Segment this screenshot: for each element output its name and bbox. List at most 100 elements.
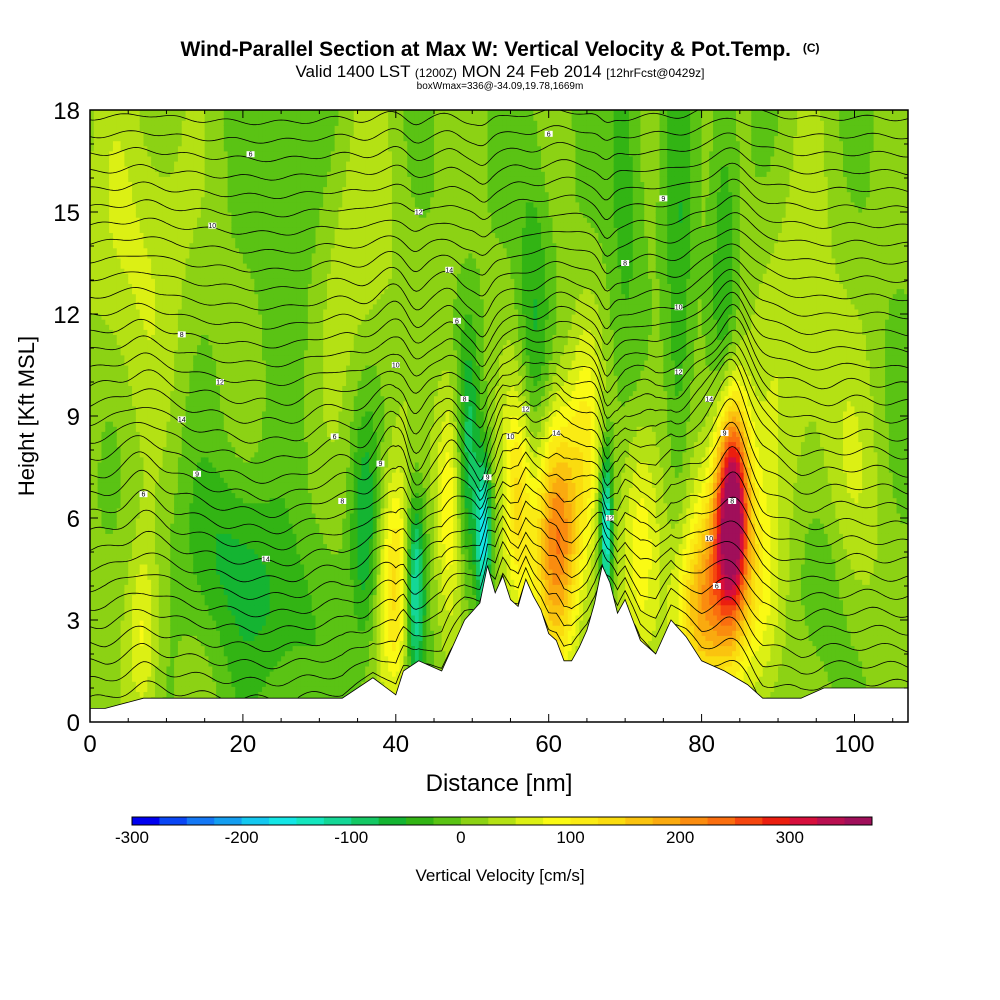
w-cell — [94, 528, 98, 534]
w-cell — [98, 523, 102, 529]
w-cell — [109, 666, 113, 672]
w-cell — [105, 130, 109, 136]
w-cell — [109, 263, 113, 269]
w-cell — [121, 161, 125, 167]
w-cell — [98, 207, 102, 213]
w-cell — [144, 518, 148, 524]
w-cell — [101, 146, 105, 152]
w-cell — [121, 319, 125, 325]
w-cell — [117, 258, 121, 264]
w-cell — [124, 681, 128, 687]
w-cell — [101, 702, 105, 708]
w-cell — [109, 283, 113, 289]
w-cell — [101, 431, 105, 437]
w-cell — [113, 115, 117, 121]
w-cell — [101, 447, 105, 453]
w-cell — [144, 151, 148, 157]
w-cell — [124, 411, 128, 417]
w-cell — [113, 436, 117, 442]
w-cell — [132, 508, 136, 514]
w-cell — [105, 605, 109, 611]
w-cell — [117, 161, 121, 167]
w-cell — [124, 472, 128, 478]
w-cell — [109, 166, 113, 172]
w-cell — [121, 544, 125, 550]
w-cell — [109, 549, 113, 555]
w-cell — [144, 426, 148, 432]
w-cell — [98, 538, 102, 544]
w-cell — [113, 136, 117, 142]
w-cell — [147, 238, 151, 244]
w-cell — [144, 396, 148, 402]
w-cell — [98, 141, 102, 147]
w-cell — [101, 630, 105, 636]
w-cell — [124, 462, 128, 468]
w-cell — [101, 253, 105, 259]
w-cell — [128, 661, 132, 667]
w-cell — [98, 232, 102, 238]
w-cell — [147, 620, 151, 626]
w-cell — [140, 202, 144, 208]
w-cell — [98, 431, 102, 437]
w-cell — [144, 635, 148, 641]
w-cell — [117, 294, 121, 300]
w-cell — [101, 426, 105, 432]
w-cell — [98, 518, 102, 524]
w-cell — [128, 120, 132, 126]
w-cell — [105, 278, 109, 284]
w-cell — [147, 171, 151, 177]
w-cell — [101, 651, 105, 657]
w-cell — [113, 258, 117, 264]
w-cell — [140, 294, 144, 300]
w-cell — [113, 324, 117, 330]
w-cell — [144, 600, 148, 606]
w-cell — [101, 503, 105, 509]
w-cell — [109, 513, 113, 519]
w-cell — [94, 447, 98, 453]
w-cell — [124, 661, 128, 667]
w-cell — [101, 452, 105, 458]
w-cell — [105, 538, 109, 544]
w-cell — [151, 554, 155, 560]
w-cell — [140, 457, 144, 463]
w-cell — [98, 309, 102, 315]
w-cell — [124, 391, 128, 397]
w-cell — [144, 299, 148, 305]
w-cell — [117, 640, 121, 646]
w-cell — [113, 462, 117, 468]
w-cell — [109, 324, 113, 330]
w-cell — [144, 528, 148, 534]
w-cell — [121, 181, 125, 187]
w-cell — [117, 452, 121, 458]
w-cell — [128, 620, 132, 626]
w-cell — [140, 467, 144, 473]
w-cell — [94, 156, 98, 162]
w-cell — [117, 156, 121, 162]
w-cell — [94, 681, 98, 687]
w-cell — [128, 141, 132, 147]
w-cell — [128, 176, 132, 182]
w-cell — [105, 263, 109, 269]
w-cell — [94, 533, 98, 539]
w-cell — [132, 136, 136, 142]
w-cell — [109, 304, 113, 310]
w-cell — [136, 421, 140, 427]
w-cell — [132, 360, 136, 366]
w-cell — [101, 697, 105, 703]
max-w-note: boxWmax=336@-34.09,19.78,1669m — [417, 81, 584, 92]
w-cell — [98, 227, 102, 233]
w-cell — [98, 426, 102, 432]
w-cell — [105, 569, 109, 575]
w-cell — [105, 467, 109, 473]
w-cell — [101, 615, 105, 621]
w-cell — [136, 462, 140, 468]
w-cell — [144, 605, 148, 611]
w-cell — [113, 391, 117, 397]
w-cell — [128, 503, 132, 509]
w-cell — [101, 156, 105, 162]
w-cell — [147, 584, 151, 590]
w-cell — [147, 482, 151, 488]
w-cell — [109, 360, 113, 366]
w-cell — [94, 136, 98, 142]
w-cell — [105, 171, 109, 177]
